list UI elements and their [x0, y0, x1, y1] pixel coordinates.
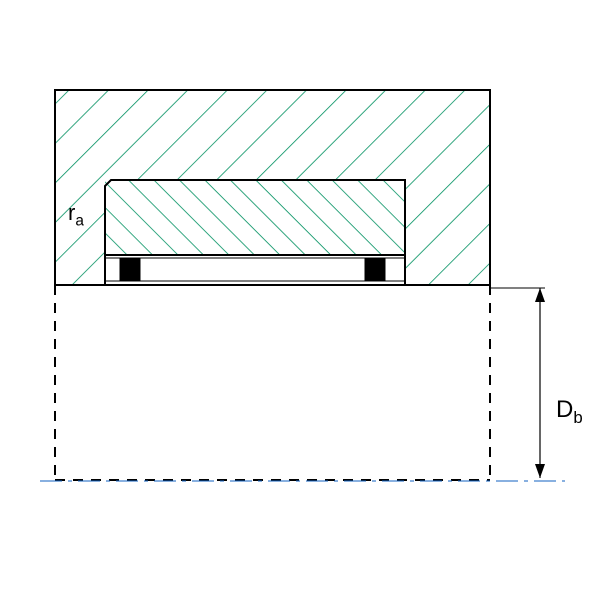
label-db: Db — [556, 398, 583, 427]
roller-left — [120, 258, 140, 281]
cross-section-svg — [0, 0, 600, 600]
label-db-main: D — [556, 396, 573, 423]
label-ra: ra — [68, 202, 84, 229]
label-ra-sub: a — [75, 212, 84, 229]
label-db-sub: b — [573, 408, 582, 427]
inner-hatch — [105, 180, 405, 255]
dim-db-arrow-bot — [535, 464, 545, 478]
dim-db-arrow-top — [535, 288, 545, 302]
roller-right — [365, 258, 385, 281]
diagram-stage: ra Db — [0, 0, 600, 600]
